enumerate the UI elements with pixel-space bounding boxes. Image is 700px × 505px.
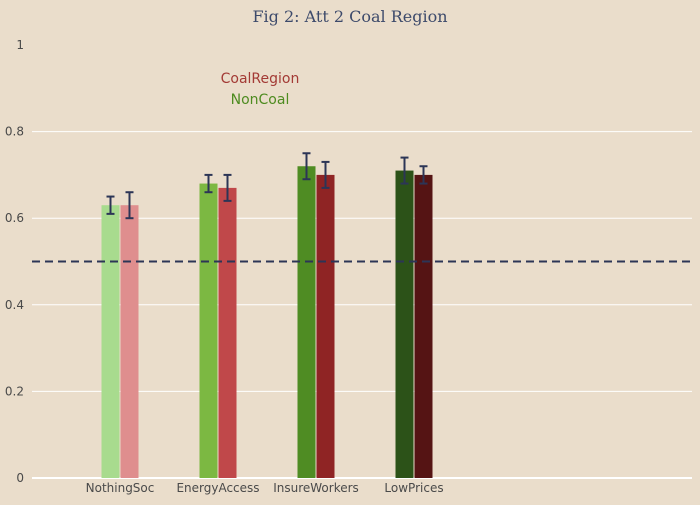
legend[interactable]: CoalRegion NonCoal <box>221 71 300 108</box>
bar-coalregion-lowprices[interactable] <box>414 174 433 478</box>
legend-item-noncoal[interactable]: NonCoal <box>231 92 290 108</box>
bar-noncoal-lowprices[interactable] <box>395 170 414 478</box>
y-tick-label: 0.6 <box>5 211 24 225</box>
error-bar <box>419 165 428 185</box>
error-bars <box>106 152 428 220</box>
error-bar <box>204 173 213 194</box>
y-tick-label: 0 <box>16 471 24 485</box>
x-tick-label: NothingSoc <box>86 481 155 495</box>
chart-title: Fig 2: Att 2 Coal Region <box>252 7 447 26</box>
bar-noncoal-energyaccess[interactable] <box>199 183 218 478</box>
x-tick-label: LowPrices <box>384 481 443 495</box>
y-tick-label: 0.2 <box>5 384 24 398</box>
error-bar <box>223 173 232 202</box>
bar-coalregion-insureworkers[interactable] <box>316 174 335 478</box>
x-tick-label: InsureWorkers <box>273 481 359 495</box>
x-axis-tick-labels: NothingSoc EnergyAccess InsureWorkers LowPr… <box>86 481 444 495</box>
grid-lines <box>32 131 692 479</box>
bar-noncoal-nothingsoc[interactable] <box>101 205 120 478</box>
bar-noncoal-insureworkers[interactable] <box>297 166 316 479</box>
error-bar <box>400 156 409 185</box>
legend-item-coalregion[interactable]: CoalRegion <box>221 71 300 87</box>
bar-coalregion-energyaccess[interactable] <box>218 187 237 478</box>
error-bar <box>302 152 311 181</box>
bar-coalregion-nothingsoc[interactable] <box>120 205 139 478</box>
bars <box>101 166 433 479</box>
y-tick-label: 0.8 <box>5 125 24 139</box>
error-bar <box>106 195 115 215</box>
y-tick-label: 0.4 <box>5 298 24 312</box>
error-bar <box>321 160 330 189</box>
error-bar <box>125 191 134 220</box>
x-tick-label: EnergyAccess <box>176 481 259 495</box>
y-tick-label: 1 <box>16 38 24 52</box>
y-axis-tick-labels: 0 0.2 0.4 0.6 0.8 1 <box>5 38 24 485</box>
